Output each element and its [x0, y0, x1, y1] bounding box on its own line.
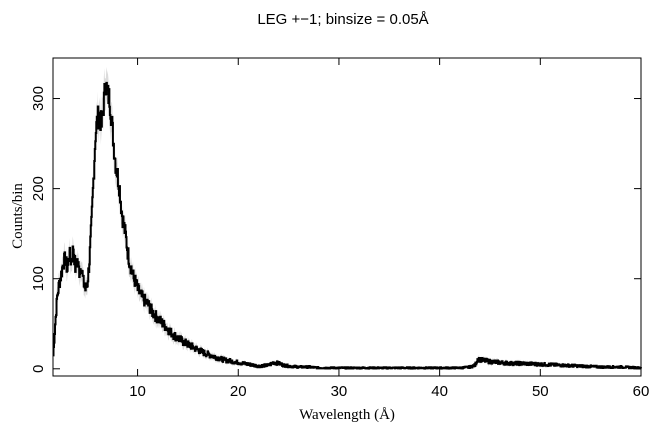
y-axis-label: Counts/bin — [10, 183, 26, 249]
plot-area — [52, 57, 642, 377]
series-line — [52, 81, 642, 370]
y-axis-ticks: 0 100 200 300 — [30, 86, 641, 373]
x-axis-label: Wavelength (Å) — [299, 407, 395, 423]
y-tick-label: 0 — [30, 365, 47, 373]
x-tick-label: 10 — [129, 383, 146, 400]
x-tick-label: 20 — [230, 383, 247, 400]
x-axis-ticks: 10 20 30 40 50 60 — [129, 58, 649, 400]
x-tick-label: 40 — [431, 383, 448, 400]
y-tick-label: 300 — [30, 86, 47, 111]
chart-title: LEG +−1; binsize = 0.05Å — [257, 11, 428, 28]
error-band-layer — [53, 67, 641, 369]
y-tick-label: 200 — [30, 176, 47, 201]
error-band — [53, 67, 641, 369]
x-tick-label: 60 — [633, 383, 650, 400]
x-tick-label: 30 — [331, 383, 348, 400]
series-layer — [52, 81, 642, 370]
x-tick-label: 50 — [532, 383, 549, 400]
plot-frame — [52, 57, 642, 377]
y-tick-label: 100 — [30, 266, 47, 291]
